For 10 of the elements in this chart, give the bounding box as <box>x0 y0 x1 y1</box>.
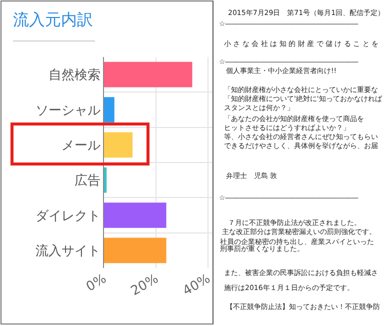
chart-title: 流入元内訳 <box>13 10 93 30</box>
y-tick-label: 自然検索 <box>48 68 100 84</box>
x-tick-label: 40% <box>180 272 214 300</box>
y-tick-label: ソーシャル <box>35 103 100 118</box>
y-tick-label: メール <box>61 138 100 154</box>
y-tick-label: 広告 <box>74 172 100 189</box>
y-tick-label: 流入サイト <box>35 242 100 259</box>
y-tick-label: ダイレクト <box>35 208 100 224</box>
x-tick-label: 20% <box>128 272 162 300</box>
x-tick-label: 0% <box>84 272 110 295</box>
